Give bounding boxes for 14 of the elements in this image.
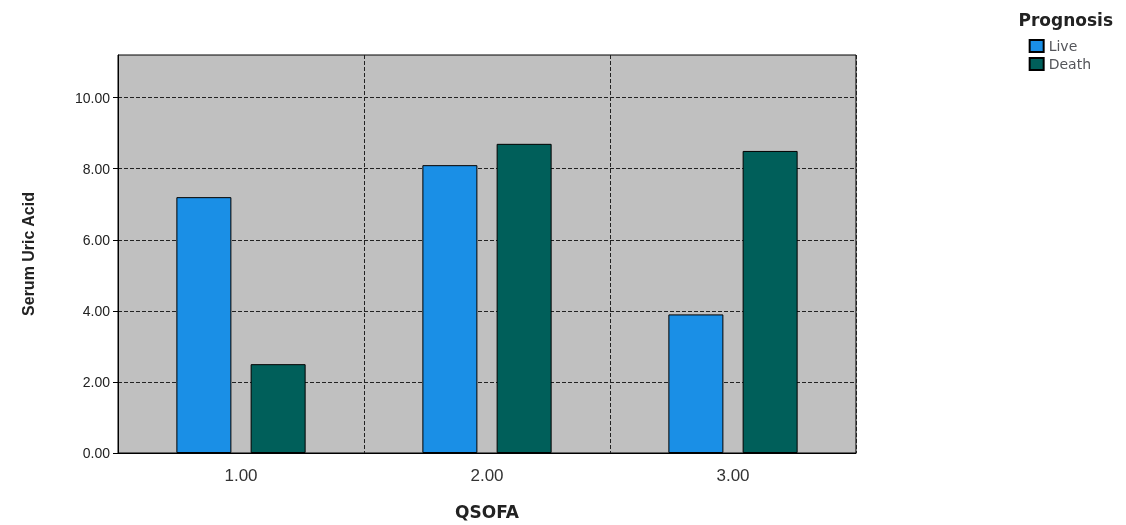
x-tick-label: 3.00 — [716, 466, 750, 485]
y-tick-label: 6.00 — [82, 231, 111, 248]
y-axis-title: Serum Uric Acid — [19, 192, 37, 316]
legend-label: Death — [1048, 56, 1092, 72]
legend-label: Live — [1048, 38, 1078, 54]
y-tick-label: 10.00 — [74, 89, 111, 106]
y-tick-label: 4.00 — [82, 302, 111, 319]
y-tick-label: 2.00 — [82, 373, 111, 390]
y-tick-label: 0.00 — [82, 445, 111, 461]
y-tick-label: 8.00 — [82, 160, 111, 177]
x-axis-title: QSOFA — [455, 501, 520, 522]
legend-title: Prognosis — [1018, 9, 1114, 30]
x-tick-label: 2.00 — [470, 466, 504, 485]
x-tick-label: 1.00 — [224, 466, 258, 485]
